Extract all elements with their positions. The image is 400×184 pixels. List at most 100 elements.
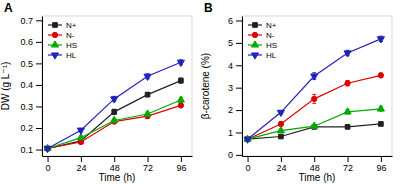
- series: [45, 103, 184, 151]
- y-tick: 0: [228, 150, 242, 160]
- series: [45, 78, 183, 151]
- y-tick: 0.2: [20, 123, 42, 133]
- legend-label: HL: [266, 51, 277, 60]
- x-tick-label: 96: [376, 163, 386, 173]
- data-point: [178, 103, 183, 108]
- series-line: [48, 100, 181, 148]
- y-axis-title: β-carotene (%): [200, 53, 211, 119]
- y-tick: 0.7: [20, 16, 42, 26]
- x-tick-label: 24: [276, 163, 286, 173]
- series-line: [248, 75, 381, 139]
- marks: [244, 36, 384, 143]
- y-tick: 2: [228, 105, 242, 115]
- legend-label: N+: [66, 21, 77, 30]
- series-line: [248, 109, 381, 139]
- x-tick-mark: [114, 156, 115, 162]
- data-point: [345, 81, 350, 86]
- legend-label: N+: [266, 21, 277, 30]
- error-bar: [179, 78, 183, 83]
- y-axis: 0123456: [228, 16, 243, 160]
- y-tick: 4: [228, 61, 242, 71]
- data-point: [44, 146, 51, 152]
- panel-title: A: [4, 1, 13, 15]
- y-tick-mark: [36, 150, 42, 151]
- y-tick-mark: [36, 63, 42, 64]
- x-tick: 24: [76, 156, 86, 173]
- x-tick-label: 0: [46, 163, 51, 173]
- data-point: [377, 105, 384, 111]
- y-axis-line: [42, 17, 43, 157]
- legend: N+N-HSHL: [248, 21, 277, 60]
- y-tick: 3: [228, 83, 242, 93]
- y-tick-label: 0.2: [20, 123, 33, 133]
- legend-symbol: [53, 23, 58, 28]
- y-axis: 0.10.20.30.40.50.60.7: [20, 16, 42, 157]
- x-tick-mark: [48, 156, 49, 162]
- y-tick-label: 6: [228, 16, 233, 26]
- series: [44, 96, 184, 151]
- legend-entry: HL: [248, 51, 277, 60]
- x-tick-mark: [381, 156, 382, 162]
- figure: 0244872960.10.20.30.40.50.60.7Time (h)DW…: [0, 0, 400, 184]
- y-tick-label: 1: [228, 128, 233, 138]
- data-point: [244, 137, 251, 143]
- data-point: [344, 51, 351, 57]
- x-tick-label: 0: [246, 163, 251, 173]
- data-point: [144, 74, 151, 80]
- y-tick: 6: [228, 16, 242, 26]
- y-tick-mark: [236, 20, 242, 21]
- x-tick-mark: [248, 156, 249, 162]
- legend-label: HL: [66, 51, 77, 60]
- data-point: [177, 96, 184, 102]
- x-tick-mark: [314, 156, 315, 162]
- series-line: [48, 62, 181, 148]
- legend-label: N-: [266, 31, 275, 40]
- y-tick-label: 0.5: [20, 59, 33, 69]
- error-bar: [146, 92, 150, 96]
- x-tick: 24: [276, 156, 286, 173]
- legend-symbol: [251, 53, 258, 59]
- x-tick-mark: [348, 156, 349, 162]
- y-tick-label: 0.4: [20, 80, 33, 90]
- data-point: [378, 73, 383, 78]
- x-tick: 72: [343, 156, 353, 173]
- legend-symbol: [251, 41, 258, 47]
- x-tick: 96: [376, 156, 386, 173]
- y-tick-mark: [236, 43, 242, 44]
- y-axis-title: DW (g L⁻¹): [0, 62, 11, 111]
- y-tick-label: 0.6: [20, 37, 33, 47]
- x-tick: 96: [176, 156, 186, 173]
- data-point: [345, 125, 350, 130]
- x-axis-title: Time (h): [299, 172, 336, 183]
- x-tick-mark: [181, 156, 182, 162]
- error-bar: [279, 122, 283, 126]
- x-tick-mark: [81, 156, 82, 162]
- panel: 0244872960.10.20.30.40.50.60.7Time (h)DW…: [0, 1, 193, 183]
- legend-label: N-: [66, 31, 75, 40]
- y-tick-mark: [36, 128, 42, 129]
- plot-frame: [242, 16, 392, 156]
- marks: [44, 60, 184, 153]
- error-bar: [112, 109, 116, 114]
- y-tick-mark: [236, 155, 242, 156]
- y-tick: 0.6: [20, 37, 42, 47]
- data-point: [277, 110, 284, 116]
- series: [244, 105, 384, 141]
- legend-label: HS: [266, 41, 277, 50]
- x-tick: 48: [110, 156, 120, 173]
- data-point: [377, 37, 384, 43]
- legend-entry: N-: [248, 31, 275, 40]
- legend-symbol: [253, 23, 258, 28]
- data-point: [111, 116, 118, 122]
- error-bar: [179, 103, 183, 107]
- legend-entry: HS: [48, 41, 77, 50]
- y-tick-label: 0.7: [20, 16, 33, 26]
- error-bar: [312, 94, 316, 103]
- legend-entry: HS: [248, 41, 277, 50]
- x-tick-label: 24: [76, 163, 86, 173]
- y-tick-label: 0.3: [20, 102, 33, 112]
- data-point: [311, 74, 318, 80]
- x-tick: 48: [310, 156, 320, 173]
- data-point: [144, 110, 151, 116]
- x-tick-mark: [148, 156, 149, 162]
